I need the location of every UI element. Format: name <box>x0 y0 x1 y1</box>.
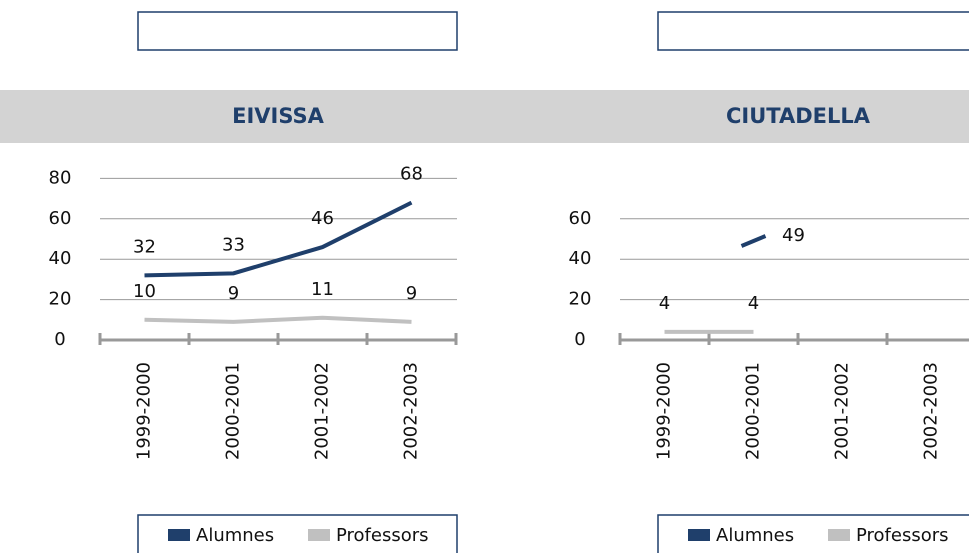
y-tick-label: 40 <box>569 248 592 269</box>
y-tick-label: 60 <box>569 208 592 229</box>
data-label: 33 <box>222 234 245 255</box>
legend-label: Alumnes <box>196 525 274 546</box>
point-dash <box>740 234 767 248</box>
x-tick-label: 2002-2003 <box>401 362 422 460</box>
y-tick-label: 60 <box>49 208 72 229</box>
data-label: 4 <box>659 293 670 314</box>
y-tick-label: 20 <box>49 289 72 310</box>
legend-swatch <box>308 529 330 541</box>
data-label: 49 <box>782 225 805 246</box>
chart-title: CIUTADELLA <box>726 104 871 128</box>
data-label: 46 <box>311 208 334 229</box>
legend-label: Alumnes <box>716 525 794 546</box>
data-label: 4 <box>748 293 759 314</box>
x-tick-label: 2001-2002 <box>312 362 333 460</box>
data-label: 32 <box>133 236 156 257</box>
header-band <box>0 90 969 143</box>
x-tick-label: 2001-2002 <box>832 362 853 460</box>
x-tick-label: 1999-2000 <box>654 362 675 460</box>
top-box <box>657 11 969 51</box>
y-tick-label: 0 <box>574 329 585 350</box>
y-tick-label: 80 <box>49 167 72 188</box>
legend-label: Professors <box>336 525 429 546</box>
data-label: 68 <box>400 164 423 185</box>
x-tick-label: 2000-2001 <box>743 362 764 460</box>
x-tick-label: 2000-2001 <box>223 362 244 460</box>
chart-title: EIVISSA <box>232 104 325 128</box>
series-line <box>144 200 413 278</box>
y-tick-label: 20 <box>569 289 592 310</box>
legend-swatch <box>828 529 850 541</box>
legend-swatch <box>688 529 710 541</box>
data-label: 10 <box>133 281 156 302</box>
legend-label: Professors <box>856 525 949 546</box>
y-tick-label: 0 <box>54 329 65 350</box>
y-tick-label: 40 <box>49 248 72 269</box>
legend-box <box>137 514 458 553</box>
x-tick-label: 1999-2000 <box>134 362 155 460</box>
top-box <box>137 11 458 51</box>
data-label: 9 <box>228 283 239 304</box>
data-label: 9 <box>406 283 417 304</box>
legend-swatch <box>168 529 190 541</box>
data-label: 11 <box>311 279 334 300</box>
x-tick-label: 2002-2003 <box>921 362 942 460</box>
legend-box <box>657 514 969 553</box>
series-line <box>144 315 412 324</box>
